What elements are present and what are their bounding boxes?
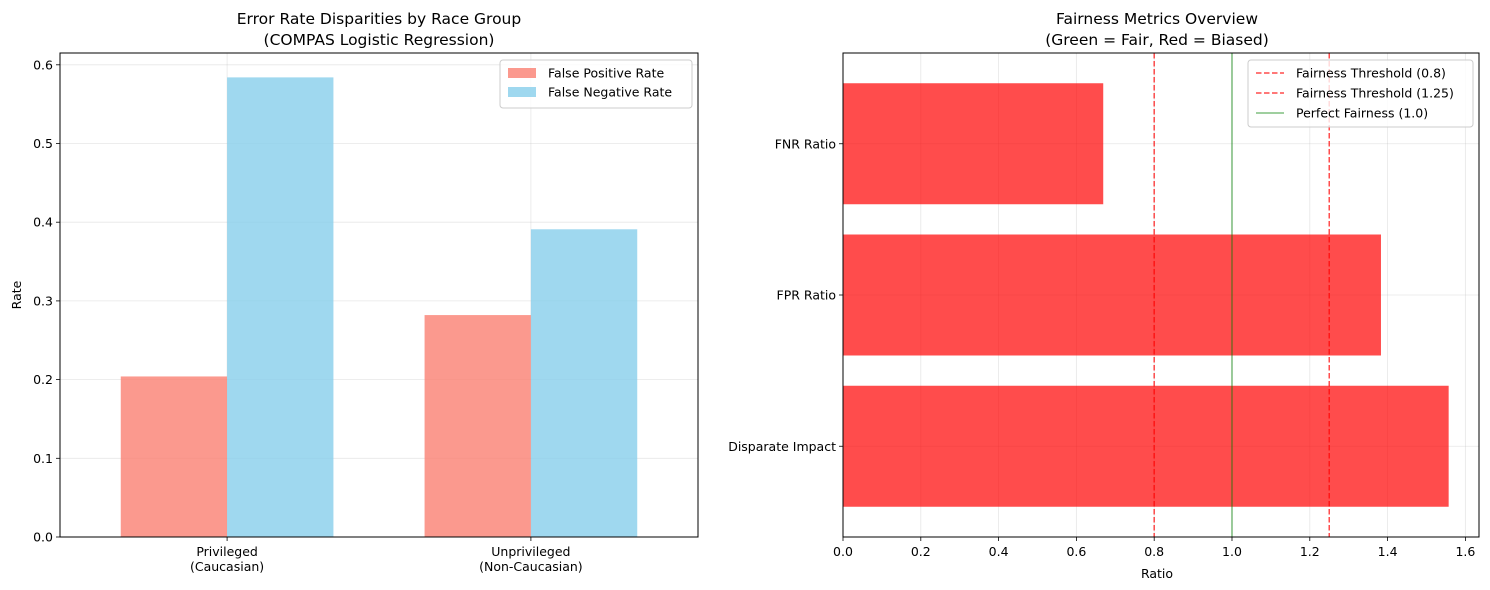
right-xtick-label: 0.0 <box>833 544 853 559</box>
hbar-2 <box>843 83 1104 205</box>
right-chart-legend: Fairness Threshold (0.8) Fairness Thresho… <box>1247 59 1474 128</box>
bar-1-0 <box>227 77 334 537</box>
left-xtick-label: (Caucasian) <box>190 559 264 574</box>
left-chart-xticks: Privileged(Caucasian) Unprivileged(Non-Ca… <box>190 537 583 574</box>
left-chart-bars <box>120 77 638 537</box>
right-chart-xlabel: Ratio <box>1141 566 1173 581</box>
left-ytick-label: 0.0 <box>33 530 53 545</box>
right-chart-xticks: 0.0 0.2 0.4 0.6 0.8 1.0 1.2 1.4 1.6 <box>833 537 1475 559</box>
bar-0-0 <box>120 376 228 537</box>
legend-label-2: Perfect Fairness (1.0) <box>1296 106 1428 121</box>
right-xtick-label: 0.2 <box>911 544 931 559</box>
legend-label-1: False Negative Rate <box>548 85 672 100</box>
right-ytick-label: Disparate Impact <box>728 439 836 454</box>
right-xtick-label: 1.6 <box>1455 544 1475 559</box>
right-xtick-label: 1.4 <box>1378 544 1398 559</box>
bar-0-1 <box>424 315 531 537</box>
legend-box <box>1247 59 1474 128</box>
left-xtick-label: Unprivileged <box>491 544 570 559</box>
legend-swatch-0 <box>508 68 536 78</box>
left-chart-ylabel: Rate <box>9 280 24 309</box>
left-chart-yticks: 0.0 0.1 0.2 0.3 0.4 0.5 0.6 <box>33 57 60 545</box>
left-chart-subtitle: (COMPAS Logistic Regression) <box>264 31 495 49</box>
right-chart-title: Fairness Metrics Overview <box>1056 10 1258 28</box>
right-xtick-label: 0.6 <box>1066 544 1086 559</box>
error-rate-chart: Error Rate Disparities by Race Group (CO… <box>9 10 699 574</box>
left-ytick-label: 0.6 <box>33 57 53 72</box>
left-ytick-label: 0.1 <box>33 451 53 466</box>
left-ytick-label: 0.5 <box>33 136 53 151</box>
right-ytick-label: FPR Ratio <box>777 288 836 303</box>
right-chart-subtitle: (Green = Fair, Red = Biased) <box>1045 31 1269 49</box>
left-ytick-label: 0.3 <box>33 293 53 308</box>
legend-label-1: Fairness Threshold (1.25) <box>1296 86 1454 101</box>
left-chart-legend: False Positive Rate False Negative Rate <box>499 59 693 109</box>
fairness-metrics-chart: Fairness Metrics Overview (Green = Fair,… <box>728 10 1480 581</box>
right-chart-yticks: Disparate Impact FPR Ratio FNR Ratio <box>728 136 843 454</box>
right-xtick-label: 0.4 <box>989 544 1009 559</box>
legend-label-0: False Positive Rate <box>548 66 664 81</box>
right-xtick-label: 1.0 <box>1222 544 1242 559</box>
hbar-1 <box>843 234 1381 356</box>
left-chart-frame <box>59 52 699 538</box>
right-chart-bars <box>843 83 1449 507</box>
right-ytick-label: FNR Ratio <box>775 136 836 151</box>
left-ytick-label: 0.2 <box>33 372 53 387</box>
legend-box <box>499 59 693 109</box>
legend-swatch-1 <box>508 87 536 97</box>
left-xtick-label: Privileged <box>196 544 258 559</box>
legend-label-0: Fairness Threshold (0.8) <box>1296 66 1446 81</box>
right-chart-reference-lines <box>1153 53 1330 537</box>
right-xtick-label: 1.2 <box>1300 544 1320 559</box>
bar-1-1 <box>530 229 638 537</box>
left-xtick-label: (Non-Caucasian) <box>479 559 583 574</box>
left-chart-title: Error Rate Disparities by Race Group <box>237 10 521 28</box>
right-xtick-label: 0.8 <box>1144 544 1164 559</box>
hbar-0 <box>843 385 1449 507</box>
left-ytick-label: 0.4 <box>33 215 53 230</box>
